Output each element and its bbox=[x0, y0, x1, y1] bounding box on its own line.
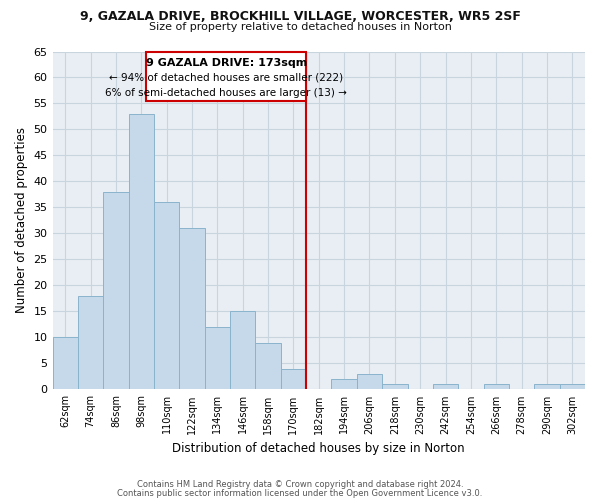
Text: 9, GAZALA DRIVE, BROCKHILL VILLAGE, WORCESTER, WR5 2SF: 9, GAZALA DRIVE, BROCKHILL VILLAGE, WORC… bbox=[80, 10, 520, 23]
Bar bbox=[560, 384, 585, 390]
Bar bbox=[534, 384, 560, 390]
Y-axis label: Number of detached properties: Number of detached properties bbox=[15, 128, 28, 314]
Bar bbox=[205, 327, 230, 390]
Text: Contains public sector information licensed under the Open Government Licence v3: Contains public sector information licen… bbox=[118, 488, 482, 498]
Bar bbox=[179, 228, 205, 390]
Bar bbox=[256, 342, 281, 390]
Text: Contains HM Land Registry data © Crown copyright and database right 2024.: Contains HM Land Registry data © Crown c… bbox=[137, 480, 463, 489]
Text: ← 94% of detached houses are smaller (222): ← 94% of detached houses are smaller (22… bbox=[109, 72, 343, 83]
Bar bbox=[357, 374, 382, 390]
X-axis label: Distribution of detached houses by size in Norton: Distribution of detached houses by size … bbox=[172, 442, 465, 455]
Bar bbox=[154, 202, 179, 390]
Text: 9 GAZALA DRIVE: 173sqm: 9 GAZALA DRIVE: 173sqm bbox=[146, 58, 307, 68]
Text: 6% of semi-detached houses are larger (13) →: 6% of semi-detached houses are larger (1… bbox=[105, 88, 347, 98]
Bar bbox=[230, 312, 256, 390]
Bar bbox=[433, 384, 458, 390]
Text: Size of property relative to detached houses in Norton: Size of property relative to detached ho… bbox=[149, 22, 451, 32]
Bar bbox=[484, 384, 509, 390]
Bar bbox=[103, 192, 128, 390]
Bar bbox=[53, 338, 78, 390]
FancyBboxPatch shape bbox=[146, 52, 306, 101]
Bar bbox=[128, 114, 154, 390]
Bar bbox=[331, 379, 357, 390]
Bar bbox=[382, 384, 407, 390]
Bar bbox=[281, 368, 306, 390]
Bar bbox=[78, 296, 103, 390]
